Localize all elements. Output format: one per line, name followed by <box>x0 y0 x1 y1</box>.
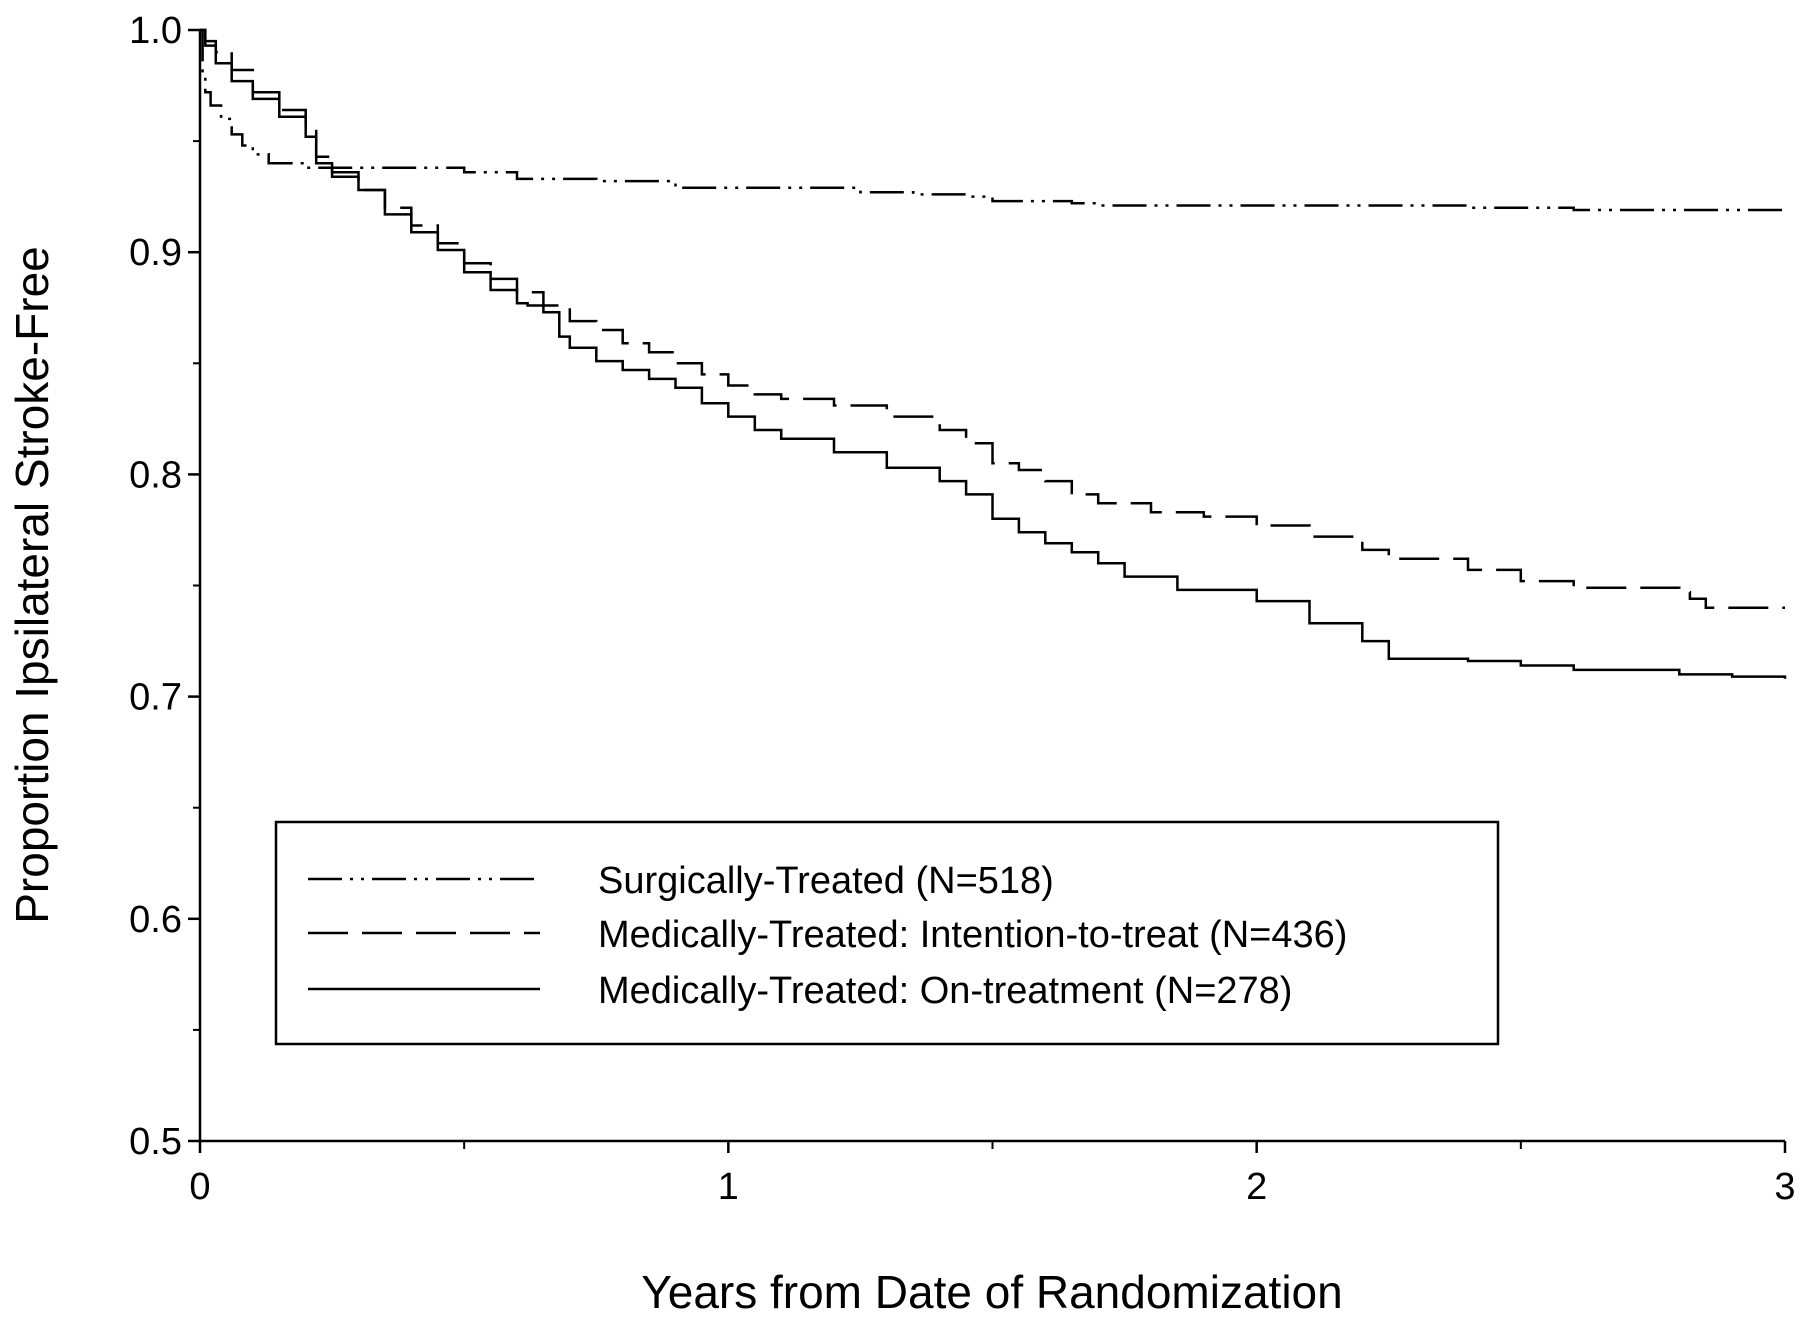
series-line-0 <box>200 28 1785 212</box>
y-tick-label: 0.7 <box>129 677 182 719</box>
y-axis-title: Proportion Ipsilateral Stroke-Free <box>6 246 58 924</box>
axes: 0.5 0.6 0.7 0.8 0.9 1.0 0 1 2 3 <box>129 10 1795 1208</box>
series-line-1 <box>200 28 1785 609</box>
legend: Surgically-Treated (N=518) Medically-Tre… <box>274 820 1500 1046</box>
y-tick-label: 1.0 <box>129 10 182 52</box>
x-axis-title: Years from Date of Randomization <box>641 1266 1342 1318</box>
legend-label-on-treatment: Medically-Treated: On-treatment (N=278) <box>598 970 1292 1012</box>
series-line-2 <box>200 28 1787 679</box>
y-tick-label: 0.5 <box>129 1121 182 1163</box>
x-tick-label: 3 <box>1774 1166 1795 1208</box>
y-tick-label: 0.9 <box>129 232 182 274</box>
legend-label-intention-to-treat: Medically-Treated: Intention-to-treat (N… <box>598 914 1347 956</box>
x-tick-label: 2 <box>1246 1166 1267 1208</box>
x-tick-label: 1 <box>718 1166 739 1208</box>
y-tick-label: 0.8 <box>129 454 182 496</box>
x-tick-label: 0 <box>189 1166 210 1208</box>
series-lines <box>200 28 1787 679</box>
y-tick-label: 0.6 <box>129 899 182 941</box>
legend-label-surgically-treated: Surgically-Treated (N=518) <box>598 860 1054 902</box>
